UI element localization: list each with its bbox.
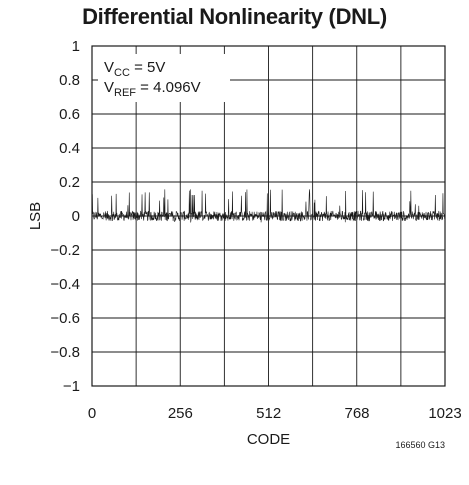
x-tick-label: 768 [344,405,369,422]
y-tick-label: 0.2 [59,174,80,191]
vcc-subscript: CC [114,67,130,79]
y-tick-label: −0.4 [50,276,80,293]
x-axis-label: CODE [247,431,290,448]
y-tick-label: 0 [72,208,80,225]
figure-id: 166560 G13 [395,440,445,450]
plot-frame [91,45,446,387]
x-tick-labels: 0 256 512 768 1023 [88,405,462,422]
y-tick-label: 0.4 [59,140,80,157]
x-tick-label: 1023 [428,405,461,422]
chart-title: Differential Nonlinearity (DNL) [82,4,387,29]
vref-main: V [104,79,114,96]
vcc-annotation: VCC = 5V [104,59,165,79]
y-tick-label: −0.2 [50,242,80,259]
dnl-trace-group [91,189,446,223]
vref-rest: = 4.096V [136,79,201,96]
y-tick-label: −0.8 [50,344,80,361]
y-tick-labels: 1 0.8 0.6 0.4 0.2 0 −0.2 −0.4 −0.6 −0.8 −1 [50,38,80,395]
y-tick-label: 0.6 [59,106,80,123]
x-tick-label: 256 [168,405,193,422]
x-tick-label: 512 [256,405,281,422]
vcc-rest: = 5V [130,59,165,76]
vref-subscript: REF [114,87,136,99]
dnl-series-line [91,189,446,223]
x-tick-label: 0 [88,405,96,422]
y-tick-label: −0.6 [50,310,80,327]
vref-annotation: VREF = 4.096V [104,79,201,99]
y-tick-label: −1 [63,378,80,395]
y-axis-label: LSB [27,202,44,230]
y-tick-label: 1 [72,38,80,55]
annotation-background [98,54,230,102]
vcc-main: V [104,59,114,76]
y-tick-label: 0.8 [59,72,80,89]
